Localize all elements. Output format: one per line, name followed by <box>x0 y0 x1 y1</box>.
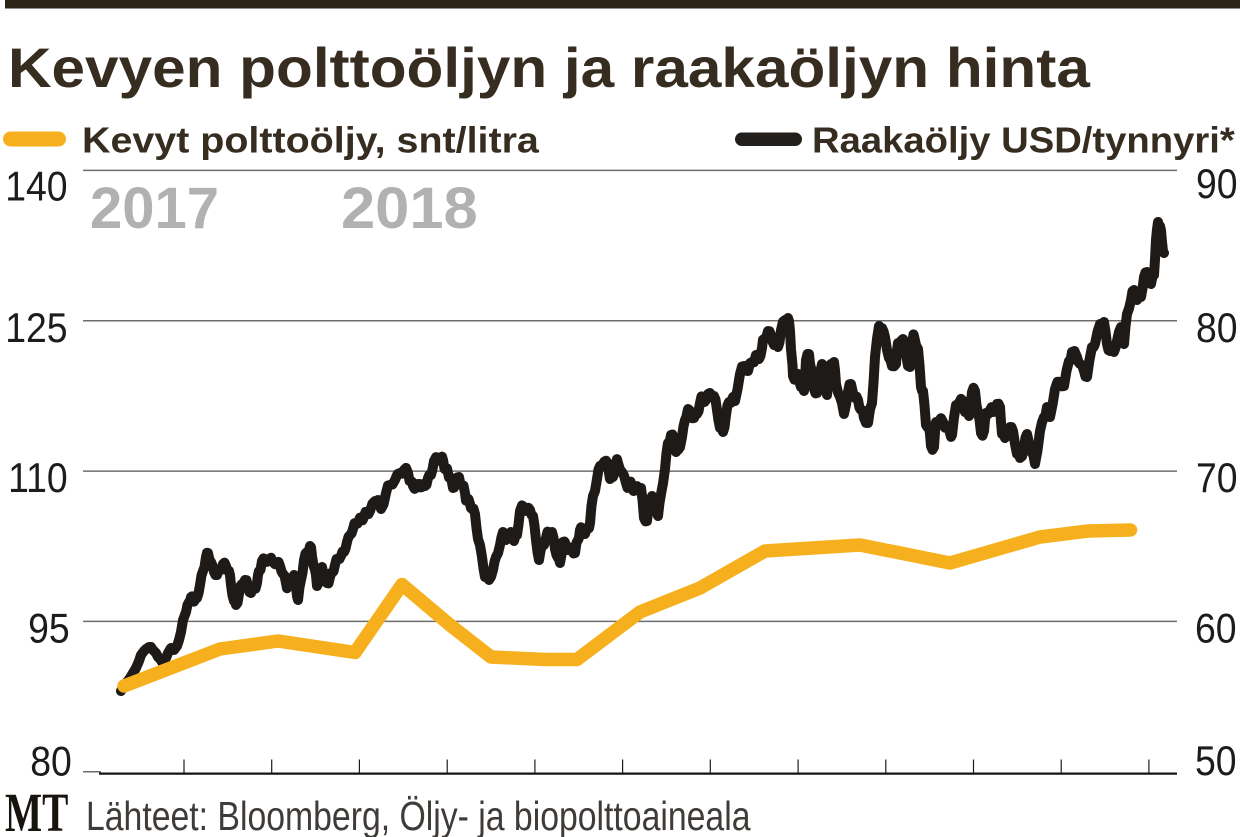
svg-text:2018: 2018 <box>341 176 478 241</box>
svg-text:50: 50 <box>1195 738 1237 784</box>
svg-text:80: 80 <box>1196 305 1238 351</box>
svg-text:125: 125 <box>5 305 67 351</box>
svg-text:90: 90 <box>1196 161 1238 207</box>
svg-text:2017: 2017 <box>90 176 219 241</box>
svg-text:110: 110 <box>8 455 68 501</box>
svg-text:Kevyen polttoöljyn ja raakaölj: Kevyen polttoöljyn ja raakaöljyn hinta <box>8 37 1091 100</box>
svg-text:MT: MT <box>5 783 68 837</box>
svg-text:Kevyt polttoöljy, snt/litra: Kevyt polttoöljy, snt/litra <box>82 120 540 160</box>
svg-text:Lähteet: Bloomberg, Öljy- ja b: Lähteet: Bloomberg, Öljy- ja biopolttoai… <box>86 793 751 837</box>
svg-text:Raakaöljy USD/tynnyri*: Raakaöljy USD/tynnyri* <box>812 120 1235 161</box>
svg-text:80: 80 <box>30 738 72 784</box>
svg-text:70: 70 <box>1196 455 1238 501</box>
svg-text:95: 95 <box>28 606 70 652</box>
svg-text:140: 140 <box>5 164 67 210</box>
svg-text:60: 60 <box>1195 606 1237 652</box>
